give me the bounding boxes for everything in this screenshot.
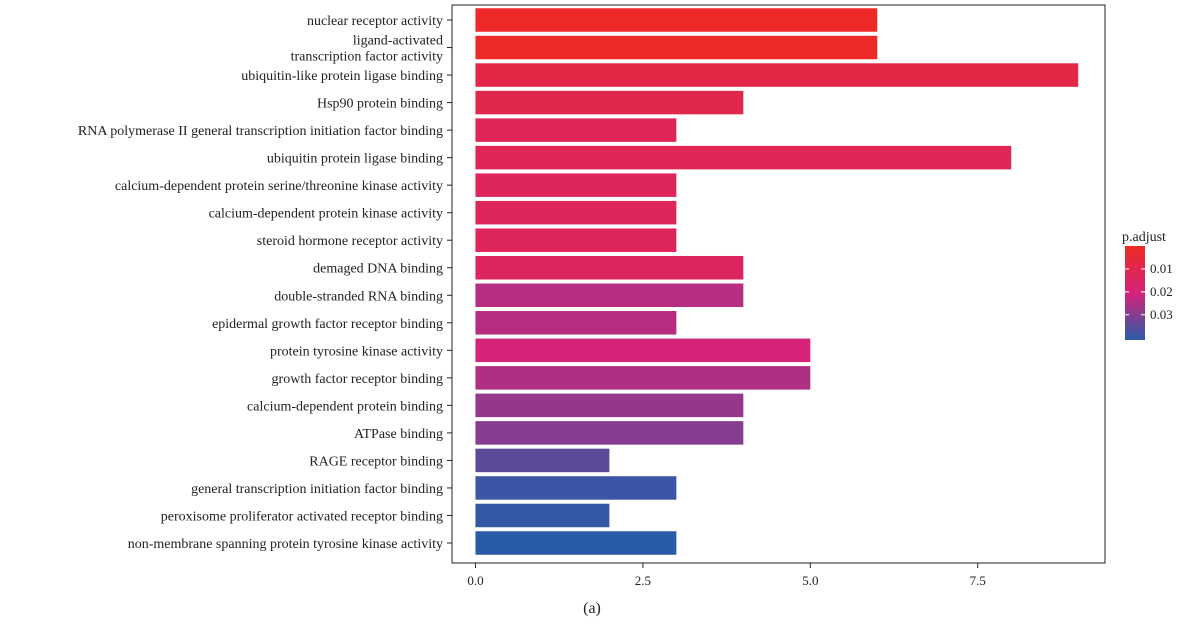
- bar: [475, 338, 811, 363]
- category-label: steroid hormone receptor activity: [257, 234, 443, 249]
- legend-title: p.adjust: [1122, 230, 1166, 245]
- bar: [475, 283, 744, 308]
- bar: [475, 173, 677, 197]
- category-label: calcium-dependent protein binding: [247, 399, 443, 414]
- x-tick-label: 2.5: [635, 573, 651, 588]
- bar: [475, 118, 677, 142]
- x-tick-label: 7.5: [970, 573, 986, 588]
- bars-group: [475, 8, 1079, 555]
- bar: [475, 503, 610, 528]
- category-label: nuclear receptor activity: [307, 14, 443, 29]
- bar: [475, 145, 1012, 170]
- category-label: non-membrane spanning protein tyrosine k…: [128, 537, 443, 552]
- category-label: epidermal growth factor receptor binding: [212, 317, 443, 332]
- category-label: general transcription initiation factor …: [191, 482, 443, 497]
- legend-group: p.adjust 0.01 0.02 0.03: [1122, 230, 1173, 340]
- category-label: RAGE receptor binding: [309, 454, 443, 469]
- bar: [475, 421, 744, 445]
- category-labels-group: nuclear receptor activity ligand-activate…: [78, 14, 452, 552]
- bar: [475, 228, 677, 252]
- legend-tick-label: 0.02: [1150, 284, 1173, 299]
- category-label: protein tyrosine kinase activity: [270, 344, 443, 359]
- legend-colorbar: [1125, 246, 1145, 340]
- bar: [475, 8, 878, 32]
- bar: [475, 63, 1079, 87]
- category-label: demaged DNA binding: [313, 262, 443, 277]
- category-label: Hsp90 protein binding: [317, 97, 443, 112]
- x-axis-group: 0.0 2.5 5.0 7.5: [467, 563, 986, 588]
- category-label: ubiquitin-like protein ligase binding: [241, 69, 443, 84]
- x-tick-label: 5.0: [802, 573, 818, 588]
- category-label: calcium-dependent protein kinase activit…: [209, 207, 443, 222]
- bar: [475, 448, 610, 473]
- bar: [475, 311, 677, 335]
- category-label: peroxisome proliferator activated recept…: [161, 509, 443, 524]
- figure-caption: (a): [583, 600, 601, 617]
- legend-tick-label: 0.03: [1150, 307, 1173, 322]
- category-label: growth factor receptor binding: [272, 372, 443, 387]
- bar: [475, 476, 677, 500]
- category-label: ATPase binding: [354, 427, 443, 442]
- bar: [475, 35, 878, 60]
- bar: [475, 200, 677, 225]
- category-label: double-stranded RNA binding: [274, 289, 443, 304]
- category-label: RNA polymerase II general transcription …: [78, 124, 443, 139]
- legend-tick-label: 0.01: [1150, 261, 1173, 276]
- x-tick-label: 0.0: [467, 573, 483, 588]
- category-label: ligand-activated transcription factor act…: [291, 34, 443, 65]
- bar: [475, 393, 744, 418]
- bar: [475, 366, 811, 390]
- bar: [475, 531, 677, 555]
- category-label: calcium-dependent protein serine/threoni…: [115, 179, 443, 194]
- bar: [475, 90, 744, 115]
- legend-ticks-group: 0.01 0.02 0.03: [1125, 261, 1173, 322]
- bar: [475, 255, 744, 280]
- category-label: ubiquitin protein ligase binding: [267, 152, 443, 167]
